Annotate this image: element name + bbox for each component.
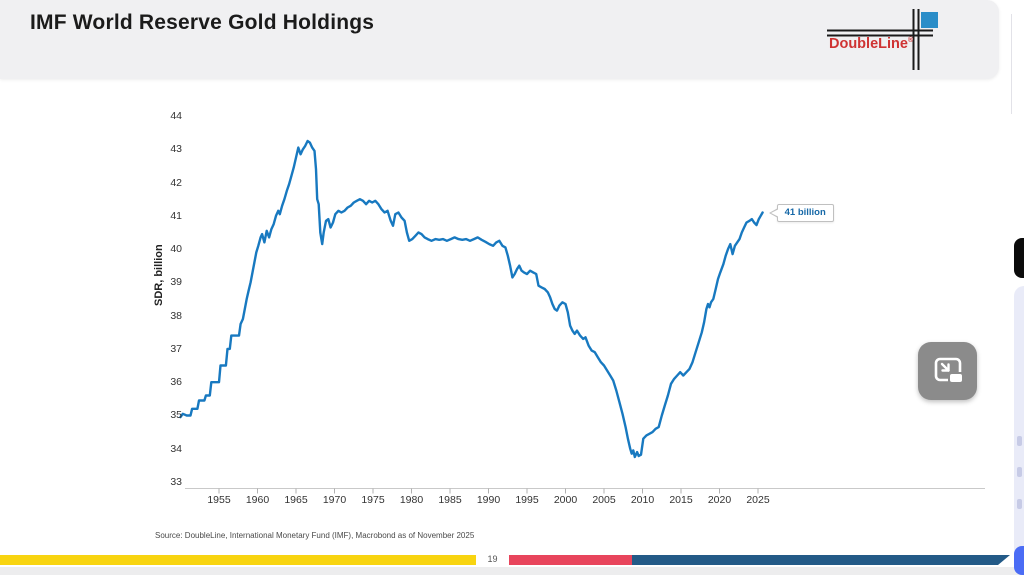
x-tick-label: 1960 xyxy=(245,494,270,506)
x-tick-label: 1970 xyxy=(322,494,347,506)
x-tick-label: 1985 xyxy=(438,494,462,506)
edge-button-fragment-blue xyxy=(1014,546,1024,575)
y-tick-label: 33 xyxy=(170,476,182,488)
doubleline-logo-mark xyxy=(827,9,938,70)
x-tick-label: 2000 xyxy=(553,494,578,506)
y-tick-label: 43 xyxy=(170,143,182,156)
x-tick-label: 2020 xyxy=(707,494,732,506)
edge-window-fragment-dark xyxy=(1014,238,1024,278)
x-tick-label: 2025 xyxy=(746,494,770,506)
source-note: Source: DoubleLine, International Moneta… xyxy=(155,531,475,540)
y-tick-label: 34 xyxy=(170,442,182,455)
x-tick-label: 2005 xyxy=(592,494,616,506)
y-tick-label: 39 xyxy=(170,276,182,289)
edge-panel-border xyxy=(1011,14,1012,114)
y-tick-label: 42 xyxy=(170,176,182,189)
y-tick-label: 37 xyxy=(170,342,182,355)
x-tick-label: 1995 xyxy=(515,494,539,506)
last-value-callout: 41 billion xyxy=(768,204,834,223)
edge-panel-item xyxy=(1017,499,1022,509)
y-tick-label: 41 xyxy=(170,209,182,222)
y-tick-label: 40 xyxy=(170,243,182,256)
x-tick-label: 1990 xyxy=(476,494,501,506)
logo-blue-square xyxy=(921,12,938,28)
page-number: 19 xyxy=(487,554,498,564)
footer-strip xyxy=(0,567,1024,575)
x-tick-label: 1965 xyxy=(284,494,308,506)
page-title: IMF World Reserve Gold Holdings xyxy=(30,11,375,34)
y-tick-label: 44 xyxy=(170,110,182,122)
x-tick-label: 2010 xyxy=(630,494,655,506)
slide-header: IMF World Reserve Gold Holdings DoubleLi… xyxy=(0,0,999,79)
logo-brand-text: DoubleLine® xyxy=(829,36,914,52)
x-tick-label: 1975 xyxy=(361,494,385,506)
y-tick-label: 36 xyxy=(170,376,182,389)
footer-bar-navy xyxy=(632,555,1010,565)
y-tick-label: 35 xyxy=(170,409,182,422)
doubleline-logo: DoubleLine® xyxy=(819,4,941,76)
edge-panel-item xyxy=(1017,436,1022,446)
x-tick-label: 1980 xyxy=(399,494,424,506)
footer-bar-red xyxy=(509,555,632,565)
picture-in-picture-button[interactable] xyxy=(918,342,977,400)
picture-in-picture-icon xyxy=(934,357,964,384)
y-tick-label: 38 xyxy=(170,309,182,322)
edge-panel-item xyxy=(1017,467,1022,477)
edge-panel-fragment xyxy=(1014,286,1024,558)
footer-bar-yellow xyxy=(0,555,476,565)
x-tick-label: 1955 xyxy=(207,494,231,506)
x-tick-label: 2015 xyxy=(669,494,693,506)
registered-trademark: ® xyxy=(907,37,914,45)
